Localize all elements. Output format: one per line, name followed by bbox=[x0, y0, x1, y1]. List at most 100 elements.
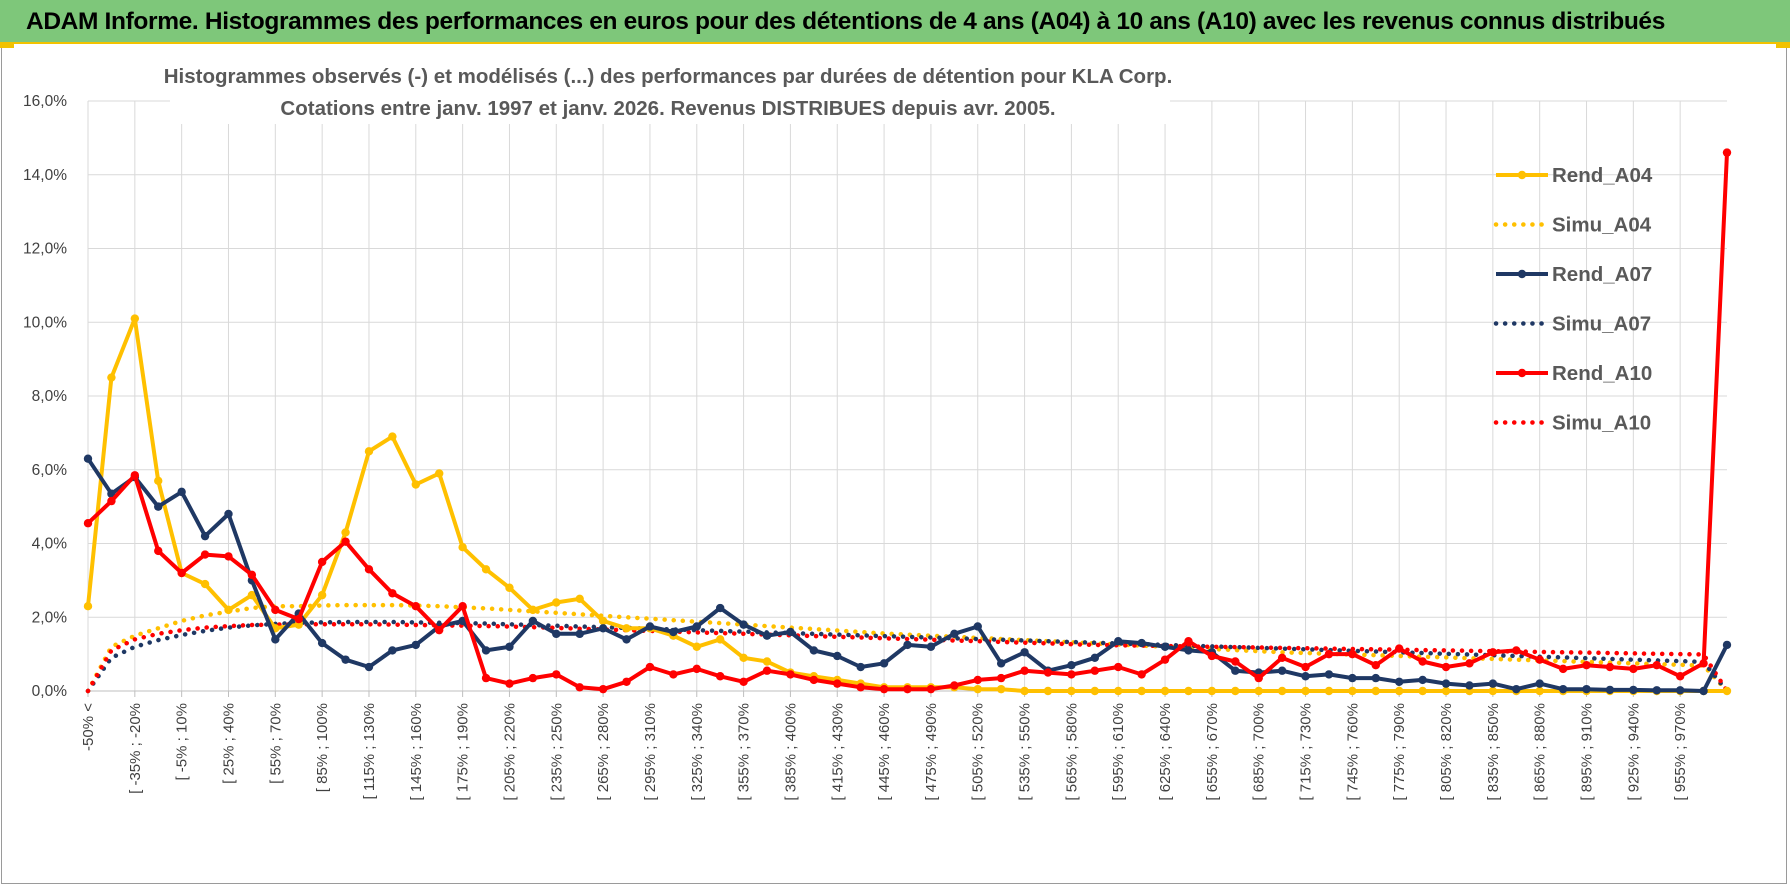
data-point-rend-a07 bbox=[669, 627, 678, 637]
chart-subtitle: Cotations entre janv. 1997 et janv. 2026… bbox=[280, 97, 1055, 120]
data-point-rend-a10 bbox=[1418, 657, 1427, 666]
legend-label-rend-a04: Rend_A04 bbox=[1552, 164, 1653, 187]
data-point-rend-a10 bbox=[973, 675, 982, 685]
legend-label-rend-a10: Rend_A10 bbox=[1552, 362, 1652, 385]
data-point-rend-a10 bbox=[1114, 662, 1123, 672]
data-point-rend-a04 bbox=[388, 432, 397, 441]
title-backdrop bbox=[170, 60, 1170, 124]
data-point-rend-a07 bbox=[1441, 679, 1451, 688]
data-point-rend-a07 bbox=[1675, 686, 1685, 695]
data-point-rend-a04 bbox=[1207, 686, 1217, 696]
data-point-rend-a10 bbox=[552, 670, 561, 679]
data-point-rend-a07 bbox=[1582, 684, 1591, 694]
x-tick-label: [ 925% ; 940% bbox=[1625, 703, 1642, 801]
data-point-rend-a10 bbox=[739, 677, 748, 686]
data-point-rend-a10 bbox=[341, 537, 350, 546]
data-point-rend-a10 bbox=[247, 570, 257, 580]
data-point-rend-a10 bbox=[809, 675, 819, 685]
data-point-rend-a07 bbox=[1020, 648, 1029, 657]
data-point-rend-a10 bbox=[224, 552, 233, 561]
x-tick-label: -50% < bbox=[80, 703, 97, 751]
data-point-rend-a07 bbox=[1371, 673, 1380, 683]
data-point-rend-a10 bbox=[833, 679, 842, 688]
data-point-rend-a07 bbox=[973, 622, 982, 631]
legend-label-simu-a04: Simu_A04 bbox=[1552, 214, 1652, 237]
data-point-rend-a10 bbox=[1395, 644, 1404, 653]
x-tick-label: [ 835% ; 850% bbox=[1485, 703, 1502, 801]
data-point-rend-a04 bbox=[224, 605, 233, 615]
data-point-rend-a10 bbox=[926, 684, 936, 694]
data-point-rend-a04 bbox=[200, 579, 210, 589]
data-point-rend-a04 bbox=[107, 373, 116, 382]
data-point-rend-a10 bbox=[1067, 670, 1076, 679]
y-tick-label: 4,0% bbox=[32, 536, 68, 553]
y-tick-label: 0,0% bbox=[32, 683, 68, 700]
data-point-rend-a07 bbox=[809, 646, 819, 655]
data-point-rend-a04 bbox=[996, 684, 1006, 694]
data-point-rend-a10 bbox=[481, 673, 491, 683]
x-tick-label: [ 745% ; 760% bbox=[1344, 703, 1361, 801]
data-point-rend-a07 bbox=[341, 655, 350, 664]
series-line-rend-a04 bbox=[86, 316, 1727, 693]
data-point-rend-a10 bbox=[879, 684, 889, 694]
corner-mark-left bbox=[0, 44, 14, 48]
data-point-rend-a07 bbox=[996, 659, 1006, 668]
x-tick-label: [ 205% ; 220% bbox=[501, 703, 518, 801]
x-tick-label: [ 805% ; 820% bbox=[1438, 703, 1455, 801]
x-tick-label: [ 355% ; 370% bbox=[736, 703, 753, 801]
data-point-rend-a04 bbox=[762, 657, 772, 666]
x-tick-label: [ 535% ; 550% bbox=[1017, 703, 1034, 801]
data-point-rend-a04 bbox=[481, 565, 491, 574]
data-point-rend-a04 bbox=[1114, 686, 1123, 696]
data-point-rend-a07 bbox=[317, 638, 327, 648]
data-point-rend-a07 bbox=[1605, 685, 1615, 695]
data-point-rend-a10 bbox=[1465, 659, 1474, 668]
chart-frame bbox=[1, 44, 1787, 884]
header-title: ADAM Informe. Histogrammes des performan… bbox=[26, 8, 1665, 35]
data-point-rend-a07 bbox=[762, 631, 772, 640]
data-point-rend-a10 bbox=[1535, 655, 1544, 664]
data-point-rend-a10 bbox=[458, 601, 467, 611]
x-tick-label: [ 115% ; 130% bbox=[361, 703, 378, 799]
data-point-rend-a04 bbox=[715, 635, 725, 644]
data-point-rend-a10 bbox=[1160, 655, 1170, 664]
data-point-rend-a10 bbox=[786, 670, 795, 679]
data-point-rend-a07 bbox=[856, 662, 865, 672]
data-point-rend-a07 bbox=[200, 531, 210, 541]
data-point-rend-a04 bbox=[505, 583, 514, 592]
data-point-rend-a10 bbox=[1348, 649, 1357, 659]
data-point-rend-a04 bbox=[435, 469, 444, 478]
data-point-rend-a07 bbox=[1465, 681, 1474, 690]
data-point-rend-a10 bbox=[177, 568, 186, 578]
data-point-rend-a07 bbox=[1348, 673, 1357, 683]
y-tick-label: 12,0% bbox=[23, 241, 67, 258]
y-tick-label: 6,0% bbox=[32, 462, 68, 479]
data-point-rend-a04 bbox=[1254, 686, 1263, 696]
data-point-rend-a07 bbox=[1535, 679, 1544, 688]
data-point-rend-a10 bbox=[1675, 672, 1685, 681]
data-point-rend-a10 bbox=[1558, 664, 1568, 674]
data-point-rend-a10 bbox=[200, 550, 210, 559]
series-line-rend-a10 bbox=[86, 152, 1729, 692]
data-point-rend-a07 bbox=[1090, 653, 1100, 663]
data-point-rend-a04 bbox=[739, 653, 748, 663]
data-point-rend-a07 bbox=[1137, 638, 1146, 648]
data-point-rend-a04 bbox=[1277, 686, 1287, 696]
x-tick-label: [ 325% ; 340% bbox=[689, 703, 706, 801]
data-point-rend-a04 bbox=[1488, 686, 1498, 696]
x-tick-label: [ 385% ; 400% bbox=[782, 703, 799, 801]
data-point-rend-a07 bbox=[1418, 675, 1427, 685]
data-point-rend-a10 bbox=[317, 557, 327, 567]
data-point-rend-a10 bbox=[1020, 666, 1029, 675]
x-tick-label: [ 775% ; 790% bbox=[1391, 703, 1408, 801]
data-point-rend-a04 bbox=[1348, 686, 1357, 696]
data-point-rend-a07 bbox=[364, 662, 374, 672]
data-point-rend-a10 bbox=[1371, 660, 1380, 670]
data-point-rend-a07 bbox=[1301, 672, 1310, 681]
x-tick-label: [ 685% ; 700% bbox=[1251, 703, 1268, 801]
data-point-rend-a10 bbox=[154, 546, 163, 556]
data-point-rend-a10 bbox=[294, 614, 303, 624]
data-point-rend-a07 bbox=[83, 454, 93, 463]
data-point-rend-a10 bbox=[435, 625, 444, 635]
data-point-rend-a04 bbox=[1301, 686, 1310, 696]
